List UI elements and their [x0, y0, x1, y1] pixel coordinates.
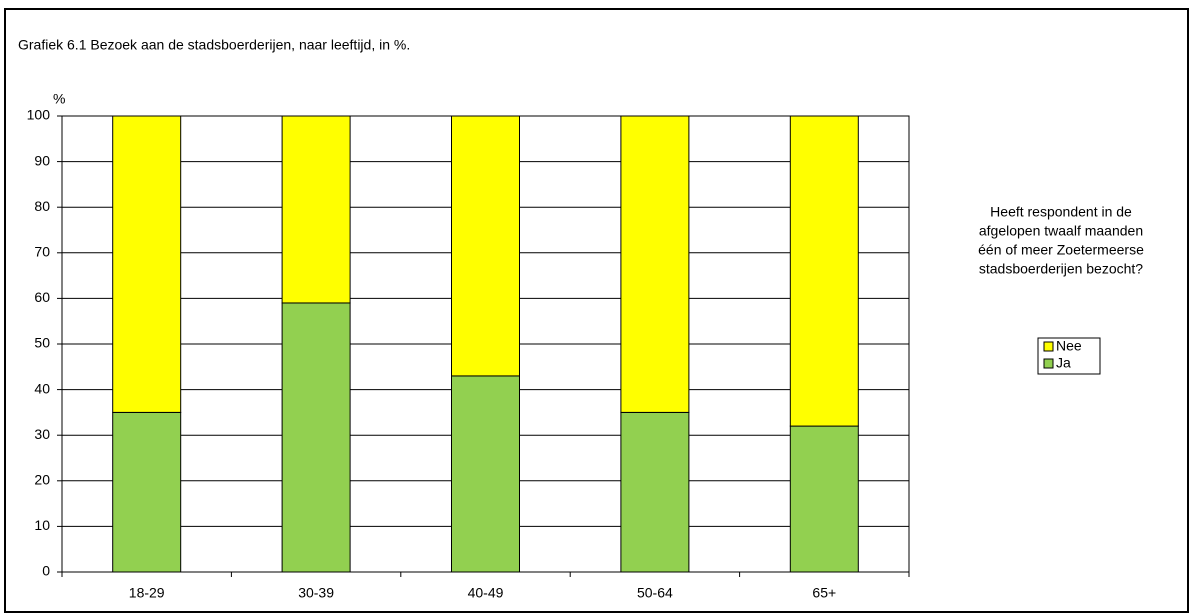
- x-tick-label: 18-29: [129, 585, 165, 601]
- legend-label: Nee: [1056, 338, 1082, 354]
- bar-segment: [112, 411, 182, 573]
- x-tick-label: 30-39: [298, 585, 334, 601]
- y-tick-label: 60: [34, 289, 50, 305]
- legend-title: afgelopen twaalf maanden: [979, 223, 1143, 239]
- bar-segment: [112, 115, 182, 413]
- legend-swatch: [1043, 341, 1054, 352]
- x-tick-label: 65+: [812, 585, 836, 601]
- bar-segment: [281, 302, 351, 573]
- bar-segment: [620, 115, 690, 413]
- y-tick-label: 50: [34, 335, 50, 351]
- bar-segment: [451, 375, 520, 573]
- y-tick-label: 40: [34, 380, 50, 396]
- y-tick-label: 70: [34, 244, 50, 260]
- y-tick-label: 10: [34, 517, 50, 533]
- x-tick-label: 50-64: [637, 585, 673, 601]
- bar-segment: [620, 411, 690, 573]
- y-tick-label: 100: [27, 107, 51, 123]
- y-tick-label: 20: [34, 472, 50, 488]
- bar-segment: [789, 425, 859, 573]
- legend-title: één of meer Zoetermeerse: [978, 242, 1144, 258]
- y-tick-label: 0: [42, 563, 50, 579]
- y-tick-label: 30: [34, 426, 50, 442]
- y-tick-label: 90: [34, 152, 50, 168]
- bar-segment: [281, 115, 351, 304]
- bar-segment: [789, 115, 859, 427]
- chart-title: Grafiek 6.1 Bezoek aan de stadsboerderij…: [18, 37, 410, 53]
- legend-title: Heeft respondent in de: [990, 204, 1132, 220]
- bar-segment: [451, 115, 520, 377]
- legend-label: Ja: [1056, 355, 1071, 371]
- y-tick-label: 80: [34, 198, 50, 214]
- legend-title: stadsboerderijen bezocht?: [979, 261, 1143, 277]
- legend-swatch: [1043, 358, 1054, 369]
- y-axis-label: %: [53, 91, 65, 107]
- x-tick-label: 40-49: [468, 585, 504, 601]
